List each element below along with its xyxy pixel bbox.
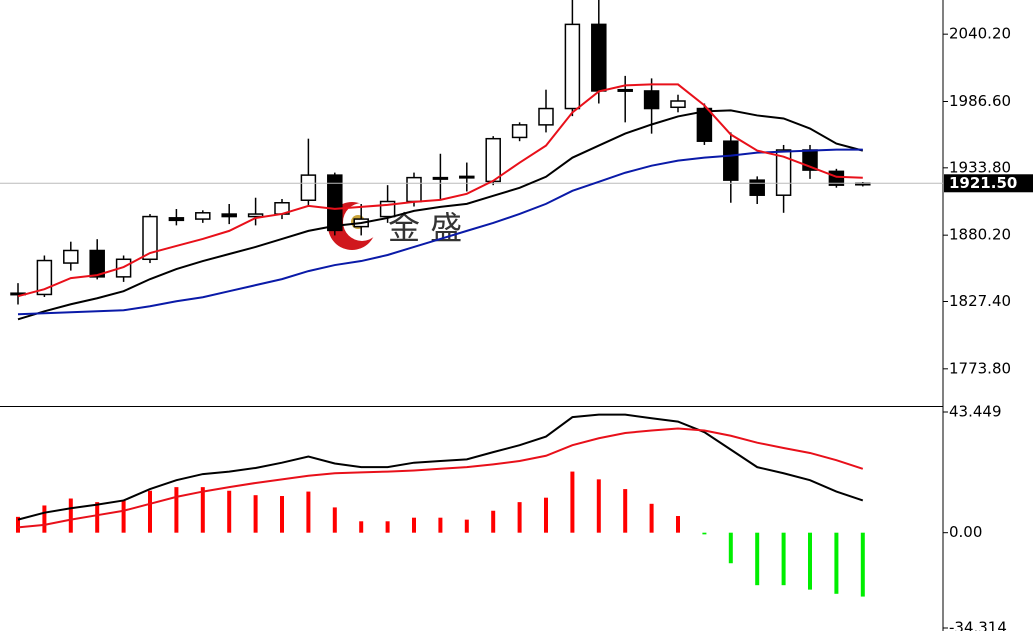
indicator-line xyxy=(17,413,864,521)
histogram-bar xyxy=(332,507,337,533)
histogram-bar xyxy=(359,521,364,533)
y-tick-label: 1986.60 xyxy=(949,92,1011,110)
histogram-bar xyxy=(200,487,205,533)
candle-body xyxy=(89,249,105,278)
histogram-bar xyxy=(385,521,390,533)
histogram-bar xyxy=(16,516,20,533)
histogram-bar xyxy=(544,497,548,533)
candle-body xyxy=(538,107,554,126)
moving-average xyxy=(17,148,863,316)
candle-body xyxy=(142,215,158,261)
candle-body xyxy=(247,213,264,218)
candle-body xyxy=(564,23,581,110)
candle-body xyxy=(591,23,607,92)
histogram-bar xyxy=(596,479,601,533)
candle-body xyxy=(300,174,317,201)
candle-body xyxy=(36,259,53,296)
candle-body xyxy=(696,107,713,142)
candle-body xyxy=(459,175,475,179)
histogram-bar xyxy=(121,500,126,533)
candle-body xyxy=(749,179,765,196)
histogram-bar xyxy=(227,490,232,533)
y-tick-label: 0.00 xyxy=(949,523,982,541)
histogram-bar xyxy=(42,505,47,533)
y-tick-label: -34.314 xyxy=(949,619,1007,631)
candle-body xyxy=(723,140,739,181)
histogram-bar xyxy=(755,532,760,586)
last-price-box xyxy=(944,174,1033,193)
histogram-bar xyxy=(174,487,179,533)
candle-body xyxy=(432,176,449,180)
candle-body xyxy=(63,249,79,264)
histogram-bar xyxy=(649,503,654,533)
moving-average xyxy=(17,109,864,321)
histogram-bar xyxy=(412,517,416,533)
candle-body xyxy=(327,174,343,232)
y-tick-label: 1880.20 xyxy=(949,226,1011,244)
candle-body xyxy=(643,90,660,110)
candle-body xyxy=(195,212,211,220)
candle-body xyxy=(670,100,686,109)
y-tick-label: 1773.80 xyxy=(949,359,1011,377)
histogram-bar xyxy=(781,532,786,586)
histogram-bar xyxy=(148,490,152,533)
y-tick-label: 43.449 xyxy=(949,403,1002,421)
histogram-bar xyxy=(438,517,443,533)
histogram-bar xyxy=(253,495,258,533)
candle-body xyxy=(775,149,792,196)
histogram-bar xyxy=(68,498,73,533)
histogram-bar xyxy=(464,519,469,533)
histogram-bar xyxy=(702,532,707,535)
histogram-bar xyxy=(676,516,680,533)
last-price-label: 1921.50 xyxy=(949,174,1017,192)
histogram-bar xyxy=(860,532,865,597)
histogram-bar xyxy=(728,532,733,564)
candle-body xyxy=(406,176,422,203)
candle-body xyxy=(617,88,633,92)
histogram-bar xyxy=(808,532,812,590)
candle-body xyxy=(168,217,185,222)
histogram-bar xyxy=(623,489,628,533)
y-tick-label: 1827.40 xyxy=(949,292,1011,310)
histogram-bar xyxy=(306,491,311,533)
moving-average xyxy=(17,83,863,298)
histogram-bar xyxy=(570,471,575,533)
candle-body xyxy=(511,124,528,139)
histogram-bar xyxy=(280,496,284,533)
histogram-bar xyxy=(95,502,100,533)
candle-body xyxy=(221,213,237,218)
histogram-bar xyxy=(491,510,496,533)
histogram-bar xyxy=(517,502,522,533)
candle-body xyxy=(485,137,501,183)
y-tick-label: 2040.20 xyxy=(949,25,1011,43)
y-tick-label: 1933.80 xyxy=(949,158,1011,176)
histogram-bar xyxy=(834,532,839,594)
indicator-line xyxy=(17,427,864,529)
